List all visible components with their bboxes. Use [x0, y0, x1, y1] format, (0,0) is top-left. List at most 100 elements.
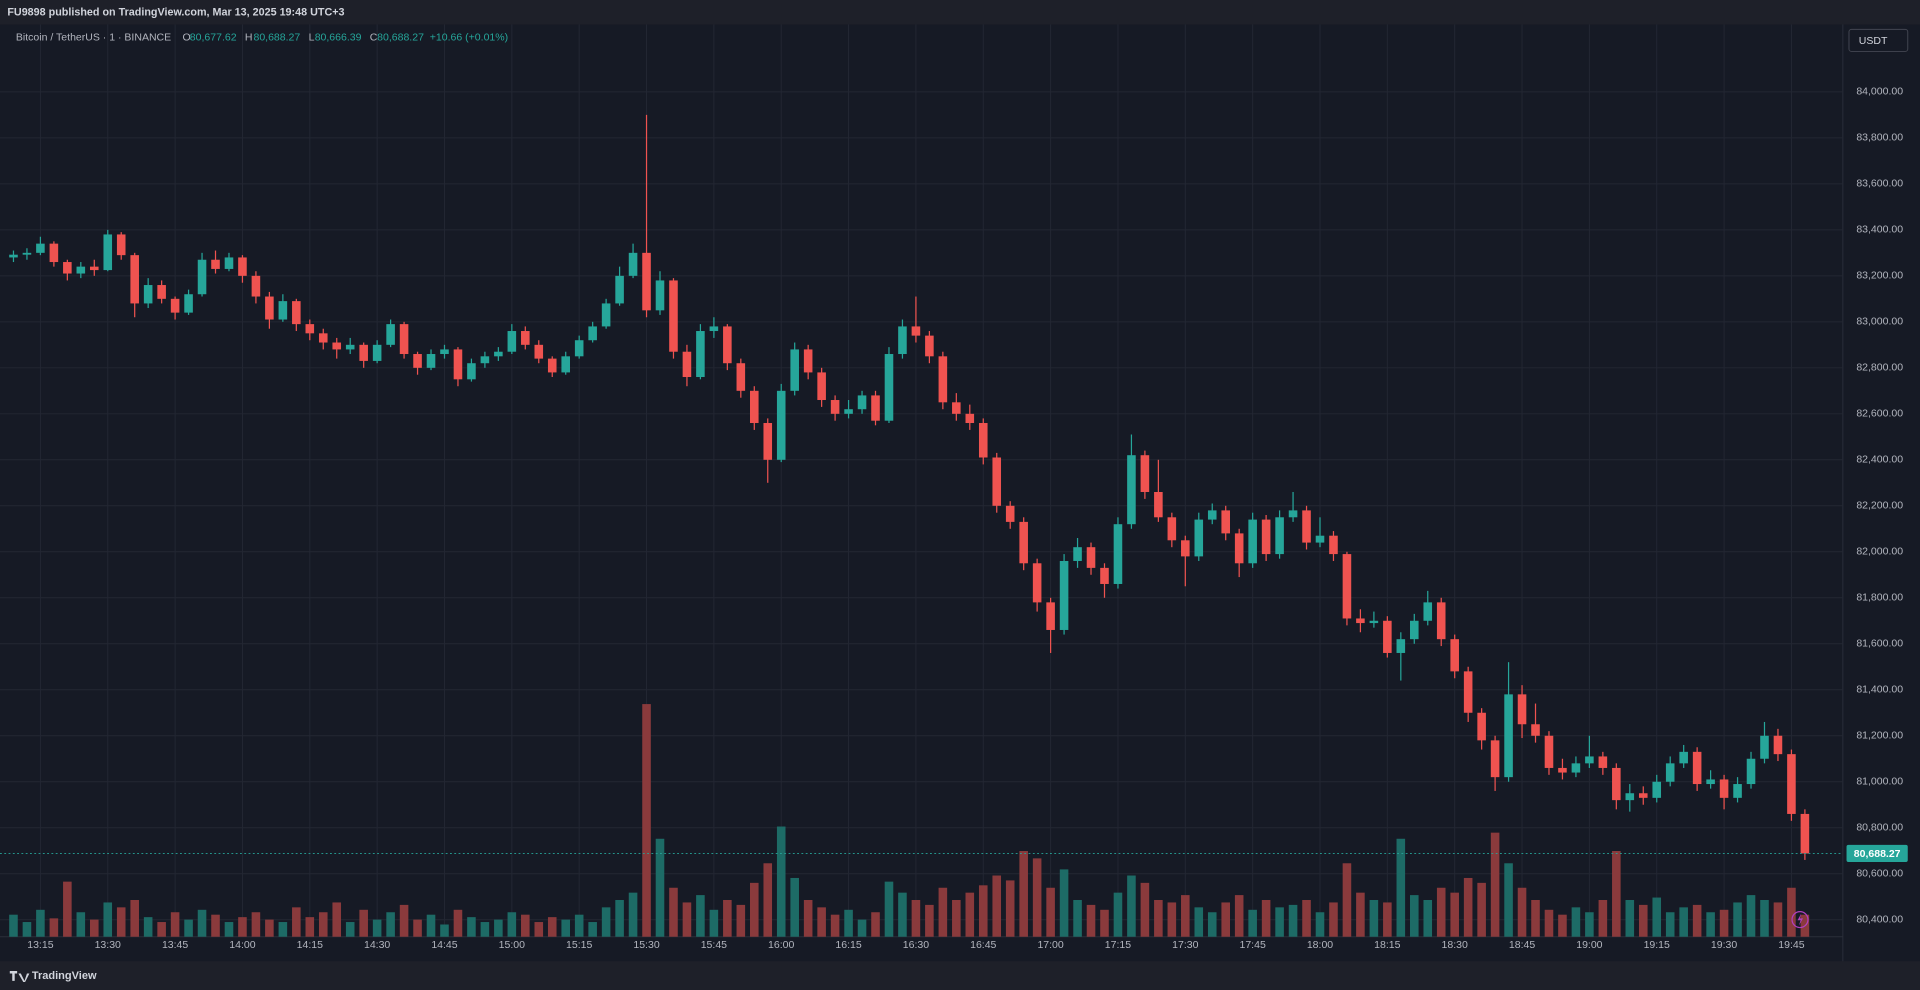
- candle-body: [1127, 455, 1136, 525]
- volume-bar: [1652, 897, 1662, 937]
- x-tick-label: 19:45: [1778, 939, 1804, 951]
- volume-bar: [925, 904, 934, 937]
- candle-body: [642, 252, 651, 311]
- volume-bar: [480, 922, 490, 937]
- candle-body: [1073, 547, 1082, 561]
- currency-button[interactable]: [1848, 28, 1909, 52]
- y-tick-label: 83,200.00: [1856, 270, 1903, 282]
- volume-bar: [345, 922, 355, 937]
- volume-bar: [1248, 909, 1257, 937]
- volume-bar: [1531, 900, 1540, 937]
- candle-body: [1463, 671, 1473, 713]
- candle-body: [655, 280, 665, 311]
- y-tick-label: 82,000.00: [1856, 546, 1903, 558]
- x-tick-label: 13:30: [95, 939, 121, 951]
- candle-body: [1059, 560, 1069, 630]
- volume-bar: [211, 914, 220, 937]
- legend-low: 80,666.39: [315, 32, 362, 44]
- volume-bar: [1450, 892, 1459, 937]
- volume-bar: [1477, 882, 1486, 937]
- candle-body: [197, 259, 207, 295]
- volume-bar: [844, 909, 853, 937]
- x-tick-label: 14:15: [297, 939, 323, 951]
- candle-body: [1585, 756, 1594, 764]
- volume-bar: [399, 904, 409, 937]
- volume-bar: [453, 909, 463, 937]
- y-tick-label: 83,800.00: [1856, 132, 1903, 144]
- candle-body: [1046, 602, 1055, 630]
- volume-bar: [547, 917, 557, 937]
- candle-body: [386, 324, 395, 345]
- volume-bar: [170, 912, 180, 937]
- candle-body: [265, 296, 274, 320]
- volume-bar: [1719, 909, 1729, 937]
- volume-bar: [1463, 877, 1473, 937]
- volume-bar: [1760, 900, 1769, 937]
- candle-body: [1490, 740, 1500, 778]
- candle-body: [925, 335, 934, 357]
- candle-body: [857, 395, 867, 410]
- currency-label: USDT: [1859, 35, 1888, 47]
- volume-bar: [1423, 900, 1433, 937]
- candle-body: [1504, 694, 1513, 778]
- candle-body: [170, 298, 180, 313]
- candle-body: [1261, 519, 1271, 555]
- candle-body: [696, 331, 705, 378]
- x-tick-label: 18:00: [1307, 939, 1333, 951]
- y-tick-label: 80,400.00: [1856, 913, 1903, 925]
- candle-body: [467, 363, 476, 380]
- volume-bar: [116, 907, 126, 937]
- candle-body: [790, 349, 799, 391]
- candle-body: [1719, 779, 1729, 798]
- x-tick-label: 13:45: [162, 939, 188, 951]
- volume-bar: [709, 909, 719, 937]
- candle-body: [736, 363, 746, 391]
- volume-bar: [1167, 902, 1177, 937]
- candle-body: [1369, 620, 1379, 624]
- y-tick-label: 81,200.00: [1856, 730, 1903, 742]
- candle-body: [750, 390, 759, 424]
- candle-body: [1167, 517, 1177, 541]
- candle-body: [547, 358, 557, 373]
- label-layer: 80,400.00 80,600.00 80,800.00 81,000.00 81,2…: [0, 86, 1908, 951]
- volume-bar: [251, 912, 261, 937]
- volume-bar: [588, 922, 597, 937]
- candle-body: [1005, 505, 1015, 522]
- volume-bar: [197, 909, 207, 937]
- top-bar: [0, 0, 1920, 25]
- volume-bar: [1127, 875, 1136, 937]
- candle-body: [1396, 639, 1406, 653]
- alert-icon[interactable]: [1791, 911, 1809, 929]
- volume-bar: [1436, 887, 1446, 937]
- legend-change: +10.66 (+0.01%): [430, 32, 508, 44]
- volume-bar: [1571, 907, 1581, 937]
- candle-body: [763, 423, 773, 460]
- candle-body: [1517, 694, 1527, 725]
- candle-body: [588, 326, 597, 341]
- x-tick-label: 14:00: [229, 939, 255, 951]
- volume-bar: [938, 887, 948, 937]
- volume-bar: [440, 924, 449, 937]
- legend-close: 80,688.27: [377, 32, 424, 44]
- candle-body: [1665, 763, 1675, 782]
- candle-body: [480, 356, 490, 364]
- volume-bar: [9, 914, 18, 937]
- candle-body: [723, 326, 732, 364]
- candle-body: [36, 243, 45, 253]
- volume-bar: [143, 917, 153, 937]
- x-tick-label: 16:45: [970, 939, 996, 951]
- candle-body: [1625, 793, 1635, 801]
- candle-body: [1154, 491, 1163, 518]
- candle-body: [359, 344, 368, 361]
- volume-bar: [1787, 887, 1796, 937]
- volume-bar: [817, 907, 826, 937]
- candle-body: [1638, 793, 1648, 798]
- candle-body: [1787, 754, 1796, 814]
- volume-bar: [965, 892, 975, 937]
- brand-logo: [9, 971, 30, 983]
- volume-bar: [1140, 882, 1150, 937]
- x-tick-label: 17:30: [1172, 939, 1198, 951]
- candle-body: [224, 257, 234, 269]
- last-price-box: [1846, 844, 1908, 862]
- candle-body: [238, 257, 247, 276]
